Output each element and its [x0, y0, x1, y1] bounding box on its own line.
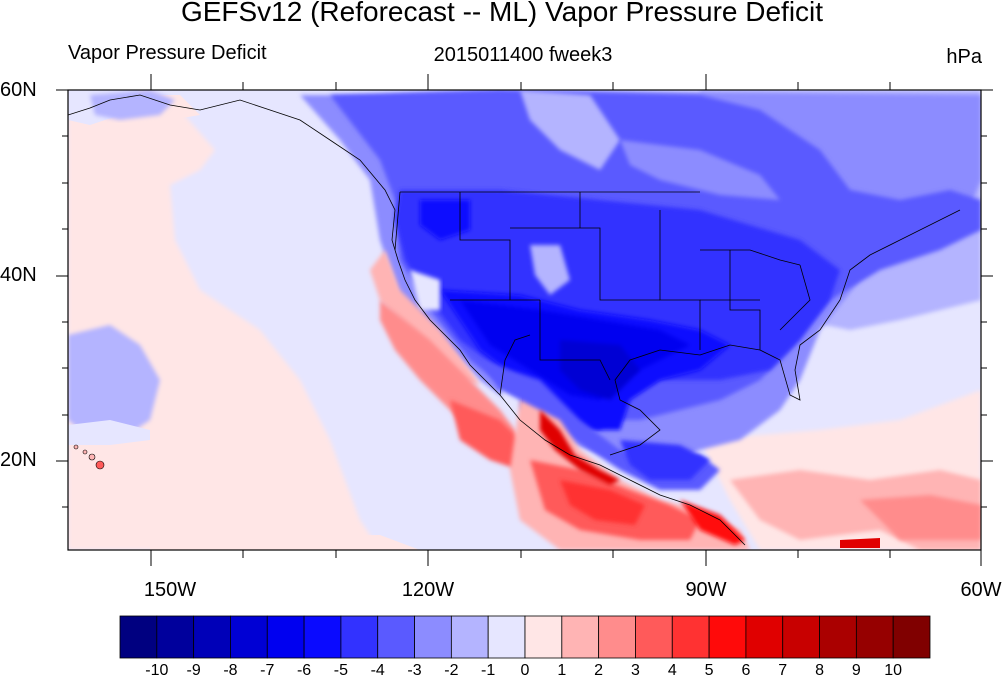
colorbar-swatch — [892, 615, 931, 659]
colorbar-swatch — [230, 615, 268, 659]
colorbar-tick-label: -3 — [407, 662, 422, 679]
colorbar-swatch — [303, 615, 342, 659]
colorbar-swatch — [671, 615, 710, 659]
colorbar-swatch — [414, 615, 452, 659]
colorbar-tick-label: 6 — [741, 662, 751, 679]
colorbar-tick-label: 7 — [778, 662, 788, 679]
colorbar-tick-label: 1 — [557, 662, 567, 679]
lat-label-40n: 40N — [0, 264, 37, 286]
colorbar-swatch — [524, 615, 563, 659]
colorbar-swatch — [561, 615, 600, 659]
colorbar-tick-label: 0 — [520, 662, 530, 679]
colorbar-tick-label: -8 — [223, 662, 238, 679]
map-field — [68, 90, 981, 550]
colorbar-tick-label: -9 — [186, 662, 201, 679]
colorbar-swatch — [487, 615, 526, 659]
forecast-time-label: 2015011400 fweek3 — [433, 44, 613, 66]
map-frame — [67, 89, 982, 551]
colorbar-swatch — [266, 615, 305, 659]
colorbar-tick-label: -6 — [296, 662, 312, 679]
colorbar-swatch — [855, 615, 894, 659]
colorbar-swatch — [782, 615, 820, 659]
lon-label-150w: 150W — [143, 579, 197, 601]
lat-label-60n: 60N — [0, 79, 37, 101]
colorbar-tick-label: -1 — [481, 662, 496, 679]
map-title: GEFSv12 (Reforecast -- ML) Vapor Pressur… — [180, 0, 824, 27]
hawaii-islands — [73, 444, 105, 470]
colorbar-tick-label: 2 — [594, 662, 604, 679]
axis-ticks — [56, 74, 993, 566]
colorbar-tick-label: 8 — [815, 662, 824, 679]
colorbar-swatch — [635, 615, 673, 659]
lat-label-20n: 20N — [0, 449, 37, 471]
colorbar-swatch — [193, 615, 231, 659]
colorbar-swatch — [340, 615, 379, 659]
colorbar-swatch — [119, 615, 158, 659]
colorbar-swatch — [450, 615, 489, 659]
lon-label-60w: 60W — [960, 579, 1002, 601]
colorbar — [119, 615, 931, 659]
colorbar-tick-label: 4 — [667, 662, 677, 679]
colorbar-swatch — [377, 615, 415, 659]
colorbar-tick-label: -10 — [145, 662, 169, 679]
colorbar-tick-label: -4 — [370, 662, 385, 679]
colorbar-swatch — [819, 615, 857, 659]
colorbar-tick-label: -5 — [333, 662, 349, 679]
colorbar-swatch — [598, 615, 636, 659]
colorbar-tick-label: -7 — [260, 662, 275, 679]
colorbar-swatch — [156, 615, 195, 659]
colorbar-swatch — [745, 615, 784, 659]
variable-label: Vapor Pressure Deficit — [68, 42, 267, 64]
lon-label-120w: 120W — [401, 579, 455, 601]
colorbar-tick-label: 10 — [884, 662, 903, 679]
colorbar-swatch — [708, 615, 747, 659]
boundaries — [68, 94, 961, 546]
units-label: hPa — [946, 46, 982, 68]
lon-label-90w: 90W — [685, 579, 727, 601]
colorbar-tick-label: 3 — [631, 662, 640, 679]
colorbar-tick-label: 9 — [851, 662, 861, 679]
colorbar-tick-label: 5 — [704, 662, 714, 679]
colorbar-tick-label: -2 — [444, 662, 459, 679]
